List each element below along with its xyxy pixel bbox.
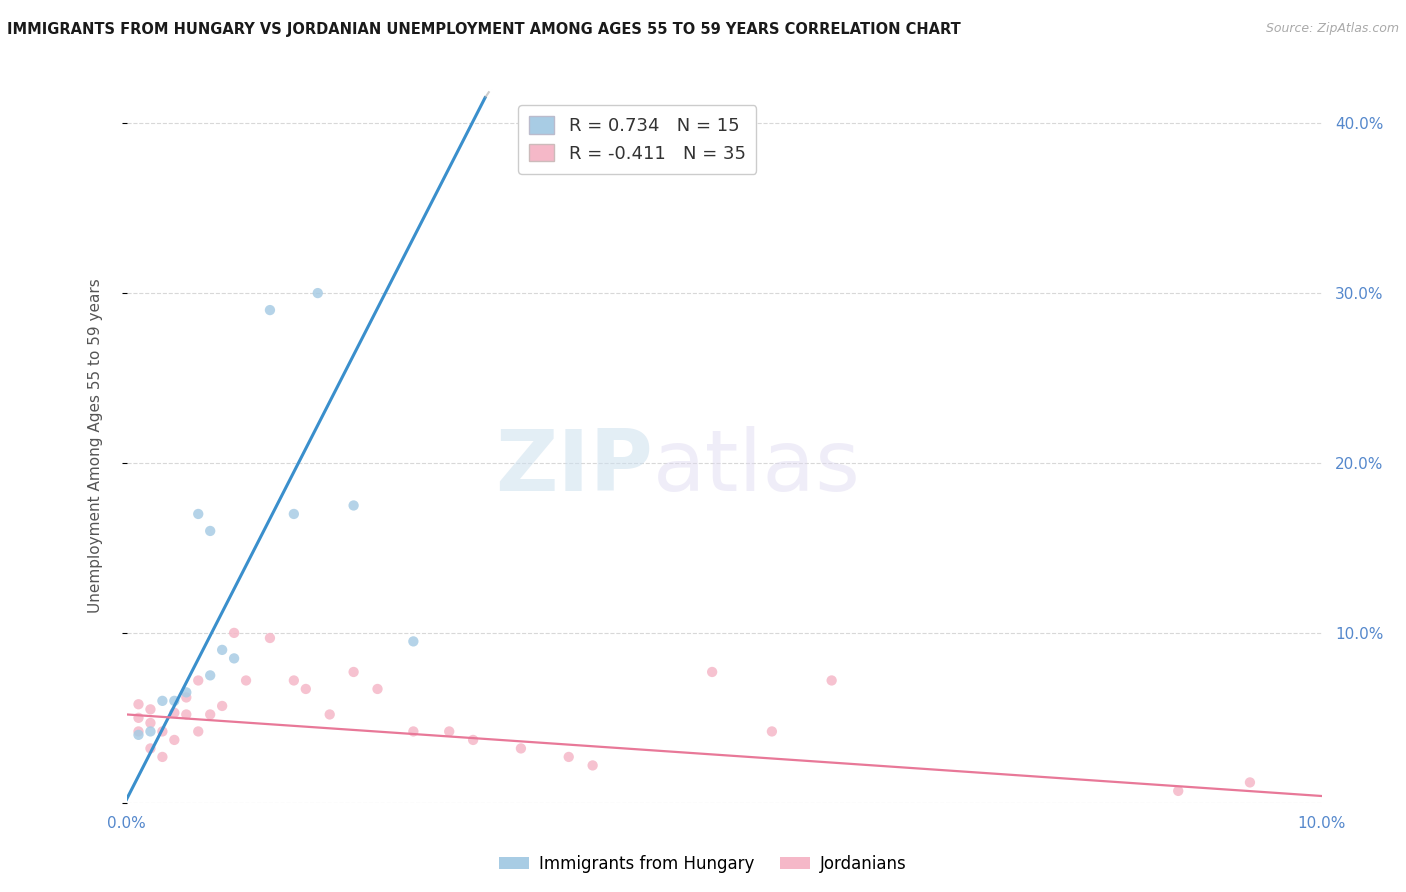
Point <box>200 707 222 722</box>
Point <box>461 733 484 747</box>
Point <box>211 643 233 657</box>
Point <box>259 631 281 645</box>
Point <box>222 651 246 665</box>
Point <box>557 750 581 764</box>
Point <box>761 724 783 739</box>
Point <box>318 707 342 722</box>
Text: atlas: atlas <box>652 425 860 509</box>
Point <box>235 673 257 688</box>
Text: IMMIGRANTS FROM HUNGARY VS JORDANIAN UNEMPLOYMENT AMONG AGES 55 TO 59 YEARS CORR: IMMIGRANTS FROM HUNGARY VS JORDANIAN UNE… <box>7 22 960 37</box>
Point <box>174 685 197 699</box>
Point <box>283 673 305 688</box>
Point <box>187 724 209 739</box>
Point <box>294 681 316 696</box>
Point <box>163 706 186 720</box>
Point <box>127 711 149 725</box>
Point <box>307 286 329 301</box>
Point <box>702 665 724 679</box>
Point <box>1167 784 1189 798</box>
Point <box>127 728 149 742</box>
Text: ZIP: ZIP <box>495 425 652 509</box>
Point <box>820 673 842 688</box>
Point <box>139 724 162 739</box>
Point <box>187 507 209 521</box>
Y-axis label: Unemployment Among Ages 55 to 59 years: Unemployment Among Ages 55 to 59 years <box>89 278 103 614</box>
Point <box>152 694 174 708</box>
Text: Source: ZipAtlas.com: Source: ZipAtlas.com <box>1265 22 1399 36</box>
Point <box>439 724 461 739</box>
Point <box>259 303 281 318</box>
Point <box>582 758 605 772</box>
Point <box>1239 775 1261 789</box>
Point <box>402 724 425 739</box>
Point <box>222 626 246 640</box>
Point <box>509 741 531 756</box>
Point <box>152 750 174 764</box>
Point <box>127 698 149 712</box>
Point <box>187 673 209 688</box>
Point <box>200 668 222 682</box>
Legend: R = 0.734   N = 15, R = -0.411   N = 35: R = 0.734 N = 15, R = -0.411 N = 35 <box>517 105 756 174</box>
Point <box>283 507 305 521</box>
Point <box>174 690 197 705</box>
Point <box>139 741 162 756</box>
Point <box>163 694 186 708</box>
Point <box>139 715 162 730</box>
Point <box>366 681 388 696</box>
Point <box>127 724 149 739</box>
Point <box>152 724 174 739</box>
Point <box>174 707 197 722</box>
Point <box>211 698 233 713</box>
Point <box>163 733 186 747</box>
Legend: Immigrants from Hungary, Jordanians: Immigrants from Hungary, Jordanians <box>492 848 914 880</box>
Point <box>200 524 222 538</box>
Point <box>343 665 366 679</box>
Point <box>402 634 425 648</box>
Point <box>139 702 162 716</box>
Point <box>343 499 366 513</box>
